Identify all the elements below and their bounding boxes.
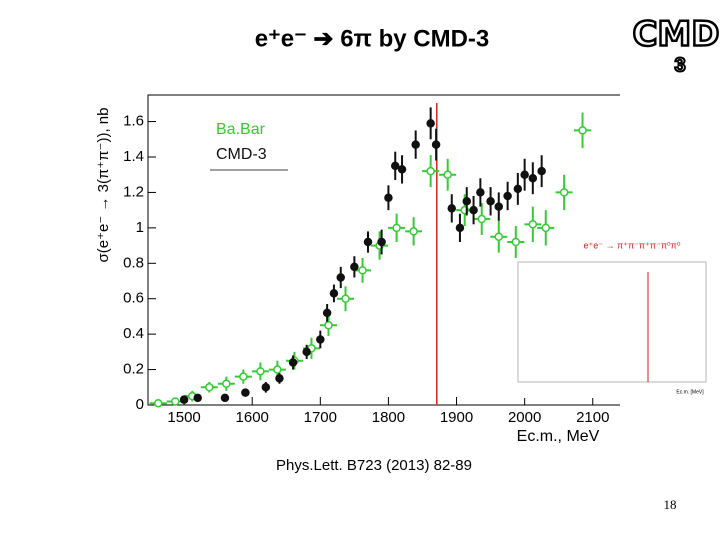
data-point — [559, 188, 569, 197]
data-point — [476, 188, 485, 197]
x-tick-label: 2000 — [508, 409, 541, 426]
y-tick-label: 1 — [136, 219, 144, 236]
page-number: 18 — [664, 497, 677, 512]
inset-frame — [517, 261, 707, 383]
data-point — [431, 140, 441, 149]
axis-frame — [147, 94, 620, 406]
data-point — [494, 202, 504, 211]
y-tick-label: 0.6 — [123, 290, 144, 307]
y-tick-label: 1.6 — [123, 113, 144, 130]
data-point — [316, 335, 325, 344]
y-axis-label: σ(e⁺e⁻ → 3(π⁺π⁻)), nb — [95, 108, 112, 263]
data-point — [392, 223, 401, 233]
logo-number: 3 — [674, 54, 685, 76]
slide-title: e⁺e⁻ ➔ 6π by CMD-3 — [255, 25, 490, 52]
data-point — [220, 393, 230, 403]
data-point — [377, 237, 386, 247]
data-point — [336, 273, 346, 282]
data-point — [455, 223, 465, 233]
data-point — [443, 170, 452, 179]
data-point — [239, 372, 248, 381]
inset: e⁺e⁻ → π⁺π⁻π⁺π⁻π⁰π⁰ Ec.m. [MeV] — [498, 240, 708, 398]
x-tick-label: 2100 — [576, 409, 609, 426]
data-point — [170, 397, 180, 406]
x-tick-label: 1500 — [167, 409, 200, 426]
data-point — [447, 204, 457, 213]
data-point — [273, 365, 282, 374]
x-tick-label: 1600 — [236, 409, 269, 426]
data-point — [511, 237, 521, 247]
data-point — [350, 262, 359, 272]
legend-entry: CMD-3 — [216, 146, 267, 163]
data-point — [537, 166, 546, 176]
data-point — [329, 289, 339, 298]
data-point — [513, 184, 523, 194]
data-point — [205, 383, 214, 392]
data-point — [302, 347, 311, 357]
data-point — [411, 140, 420, 149]
data-point — [397, 165, 407, 174]
inset-title: e⁺e⁻ → π⁺π⁻π⁺π⁻π⁰π⁰ — [584, 240, 681, 250]
y-tick-label: 0 — [136, 396, 144, 413]
data-point — [462, 197, 472, 206]
plot: 0 0.2 0.4 0.6 0.8 1 1.2 1.4 1.6 1500 1600 1700 1800 1… — [95, 94, 620, 445]
data-point — [426, 166, 435, 176]
reference: Phys.Lett. B723 (2013) 82-89 — [276, 457, 472, 474]
inset-background — [498, 258, 708, 398]
data-point — [477, 214, 486, 224]
data-point — [578, 126, 587, 135]
inset-xlabel: Ec.m. [MeV] — [676, 389, 704, 395]
data-point — [193, 393, 202, 403]
data-point — [358, 266, 367, 275]
data-point — [409, 227, 418, 236]
data-point — [256, 367, 265, 376]
data-point — [503, 191, 512, 201]
data-point — [261, 383, 271, 392]
data-point — [528, 174, 538, 183]
data-point — [541, 223, 551, 233]
data-point — [341, 294, 350, 303]
data-point — [179, 395, 189, 404]
x-tick-label: 1900 — [440, 409, 473, 426]
x-tick-label: 1700 — [304, 409, 337, 426]
data-point — [153, 398, 163, 408]
y-tick-label: 0.4 — [123, 325, 144, 342]
data-point — [494, 232, 504, 241]
data-point — [363, 237, 373, 247]
data-point — [324, 321, 333, 330]
legend-entry: Ba.Bar — [216, 121, 266, 138]
logo-letters: CMD — [632, 15, 719, 55]
data-point — [384, 193, 393, 202]
data-point — [486, 197, 495, 206]
y-tick-label: 0.2 — [123, 361, 144, 378]
x-tick-label: 1800 — [372, 409, 405, 426]
y-tick-label: 1.2 — [123, 183, 144, 200]
data-point — [322, 308, 332, 318]
legend: Ba.Bar CMD-3 — [210, 116, 288, 171]
data-point — [528, 220, 538, 229]
x-axis-label: Ec.m., MeV — [517, 428, 600, 445]
logo: CMD 3 — [631, 13, 720, 77]
data-point — [390, 161, 400, 171]
data-point — [426, 119, 435, 128]
legend-box — [210, 116, 288, 170]
y-tick-label: 0.8 — [123, 254, 144, 271]
data-point — [288, 358, 298, 367]
data-point — [275, 374, 284, 383]
data-point — [222, 379, 231, 388]
data-point — [520, 170, 529, 179]
data-point — [241, 388, 250, 397]
y-tick-label: 1.4 — [123, 148, 144, 165]
data-point — [469, 205, 478, 215]
